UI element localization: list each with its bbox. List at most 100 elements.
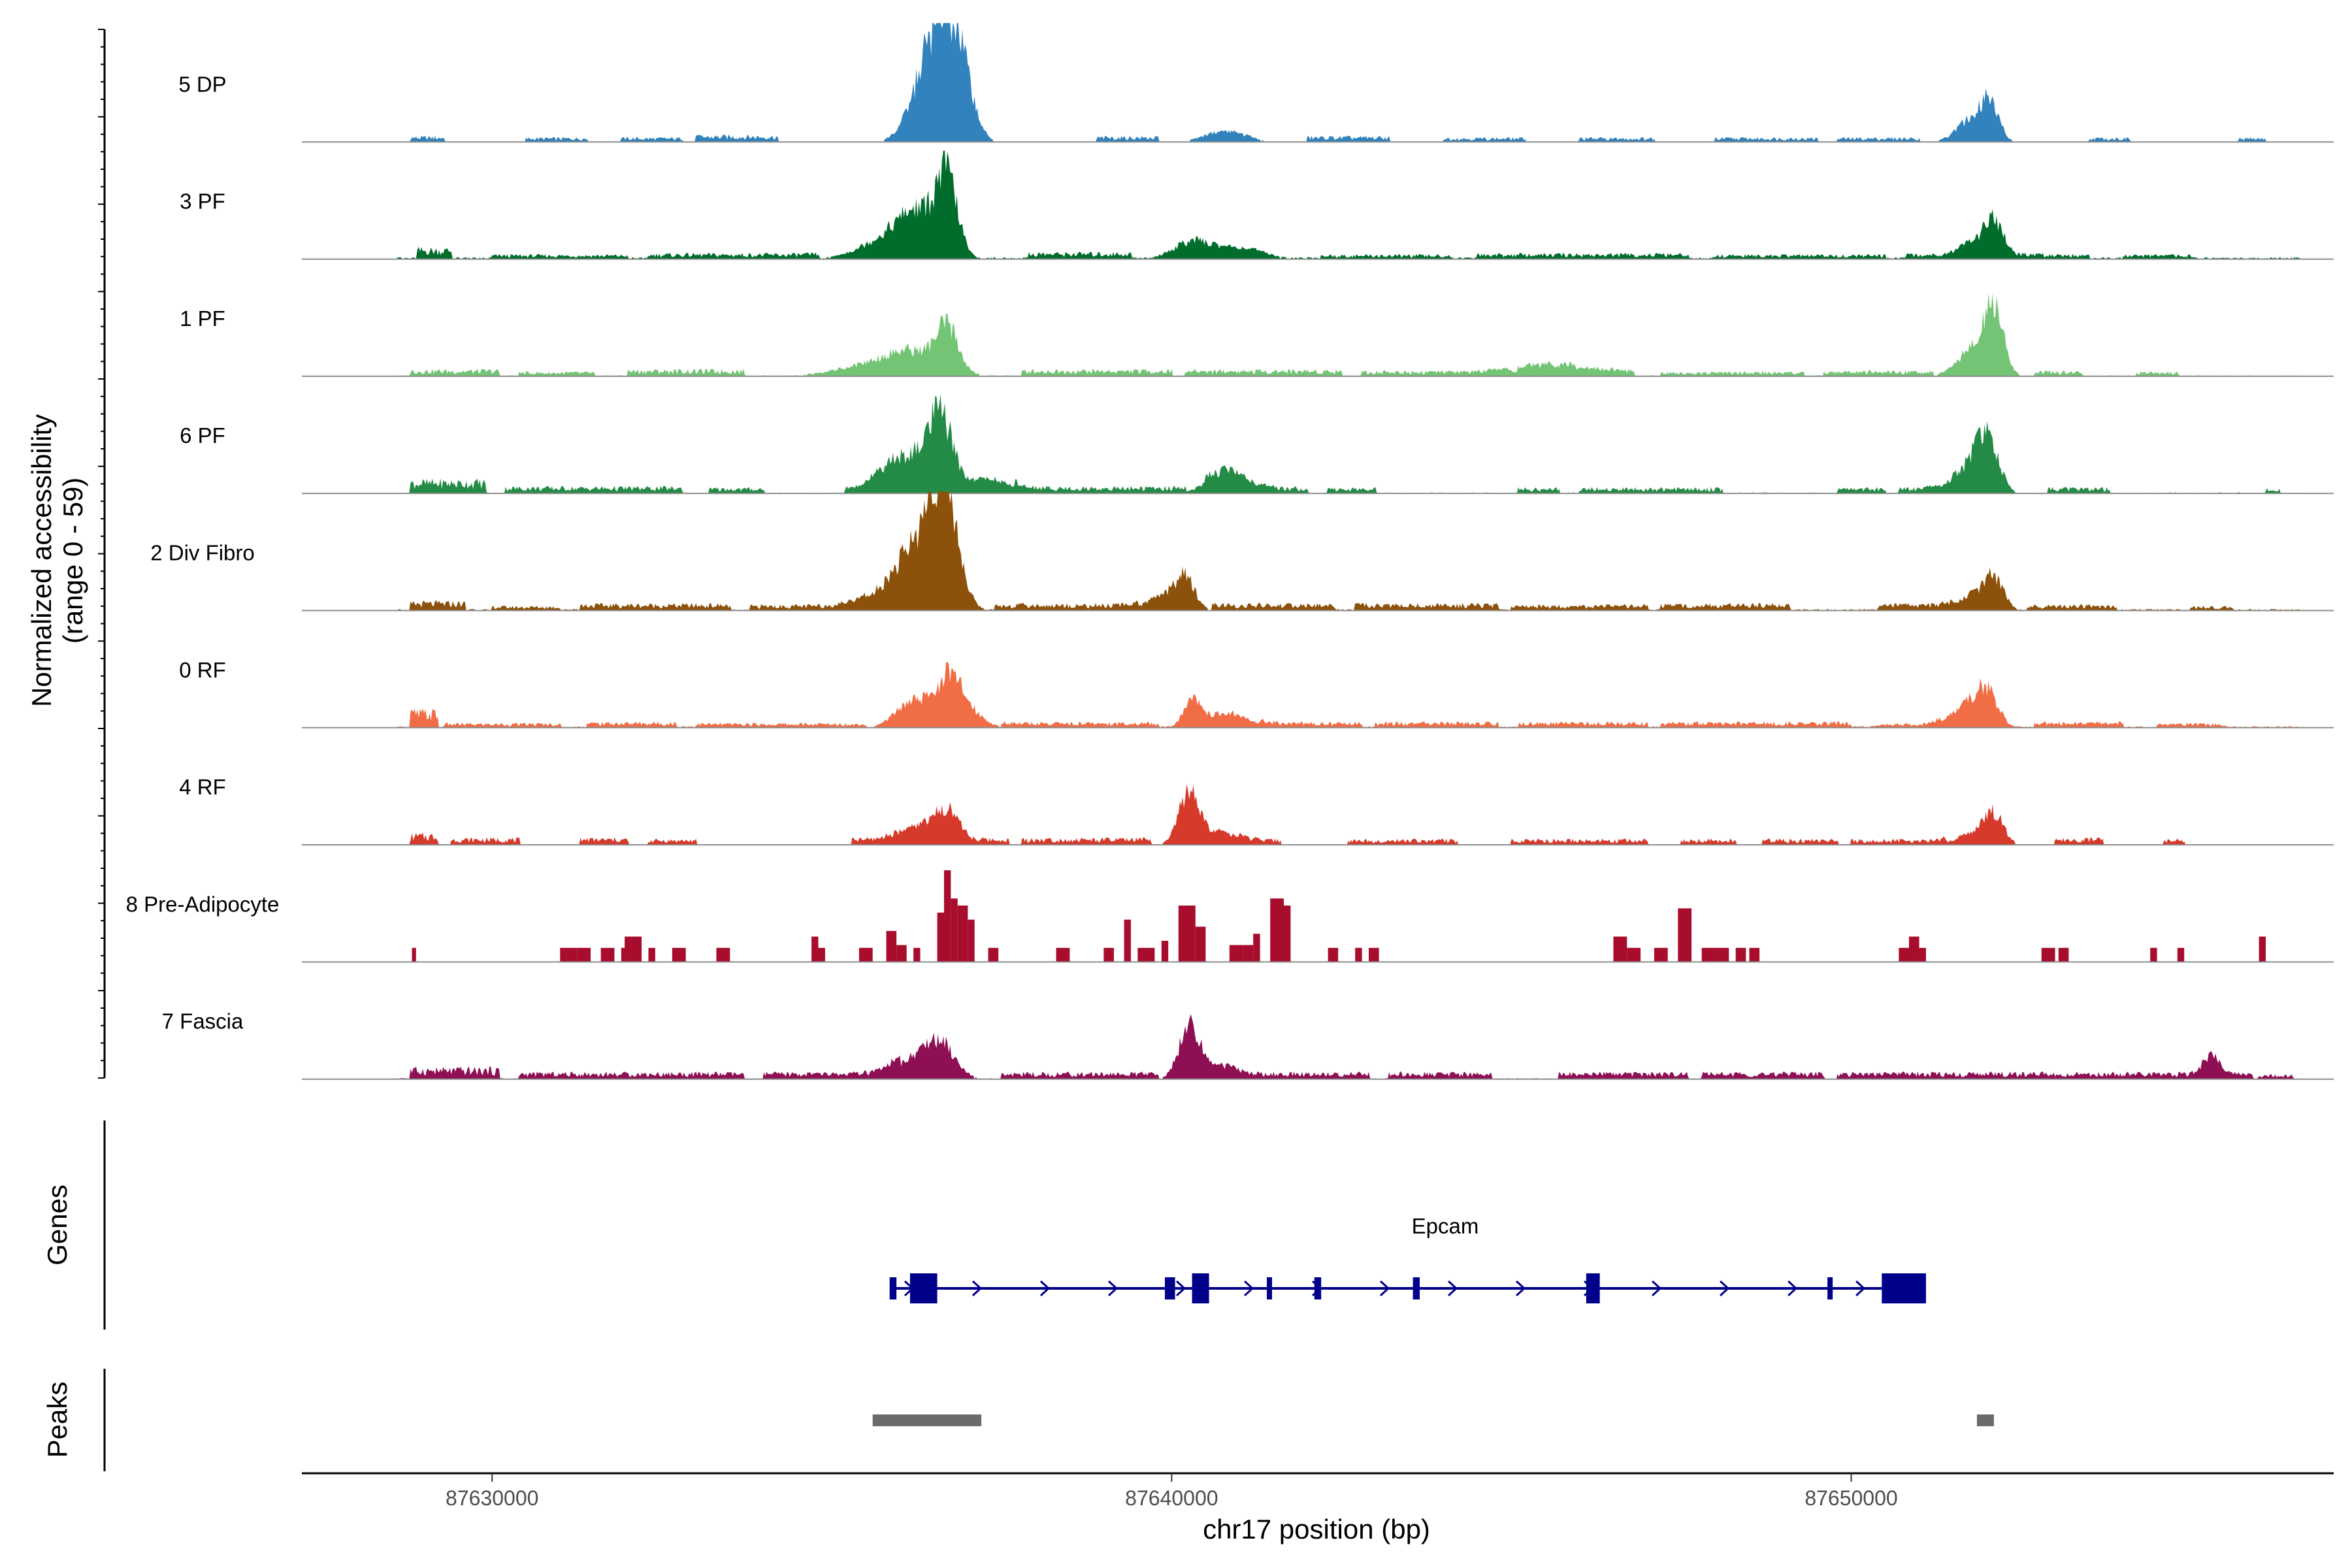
coverage-bar <box>1919 947 1926 962</box>
coverage-bar <box>1613 936 1627 962</box>
coverage-bar <box>1355 947 1362 962</box>
track-label: 1 PF <box>180 306 225 331</box>
track-4-rf: 4 RF <box>179 775 2334 846</box>
coverage-bar <box>988 947 999 962</box>
coverage-bar <box>631 936 642 962</box>
track-8-pre-adipocyte: 8 Pre-Adipocyte <box>126 870 2334 963</box>
coverage-bar <box>858 947 873 962</box>
coverage-bar <box>1369 947 1379 962</box>
y-axis-ticks <box>98 29 105 1079</box>
x-tick-label: 87640000 <box>1125 1486 1218 1510</box>
track-1-pf: 1 PF <box>180 293 2334 377</box>
gene-exon <box>1586 1273 1600 1303</box>
coverage-bar <box>1715 947 1729 962</box>
gene-exon <box>1413 1277 1420 1299</box>
strand-arrow <box>1107 1280 1119 1297</box>
track-5-dp: 5 DP <box>178 23 2334 143</box>
coverage-bar <box>1229 945 1243 962</box>
coverage-bar <box>577 947 591 962</box>
x-axis-title: chr17 position (bp) <box>1203 1514 1430 1544</box>
coverage-bar <box>957 906 968 962</box>
genes-panel-label: Genes <box>42 1184 73 1266</box>
coverage-bar <box>1749 947 1760 962</box>
gene-exon <box>909 1273 938 1303</box>
coverage-area <box>397 23 2300 142</box>
strand-arrow <box>1652 1280 1662 1297</box>
y-axis-title-line1: Normalized accessibility <box>26 414 57 707</box>
strand-arrow <box>1855 1280 1866 1297</box>
coverage-bar <box>1908 936 1919 962</box>
coverage-bar <box>2177 947 2185 962</box>
strand-arrow <box>1243 1280 1254 1297</box>
coverage-bar <box>1124 919 1131 962</box>
coverage-bar <box>896 945 907 962</box>
coverage-bar <box>1103 947 1114 962</box>
track-2-div-fibro: 2 Div Fibro <box>150 491 2334 612</box>
coverage-bar <box>1283 906 1291 962</box>
peak-region <box>872 1414 982 1426</box>
track-label: 2 Div Fibro <box>150 541 255 565</box>
coverage-bar <box>1654 947 1668 962</box>
track-label: 4 RF <box>179 775 226 799</box>
x-tick-label: 87630000 <box>446 1486 538 1510</box>
x-axis-ticks: 87630000 87640000 87650000 <box>446 1473 1898 1510</box>
gene-exon <box>1882 1273 1926 1303</box>
track-6-pf: 6 PF <box>180 393 2334 495</box>
coverage-area <box>397 1014 2300 1079</box>
coverage-bar <box>1627 947 1641 962</box>
track-3-pf: 3 PF <box>180 150 2334 260</box>
x-tick-label: 87650000 <box>1805 1486 1897 1510</box>
strand-arrow <box>1448 1280 1458 1297</box>
gene-exon <box>889 1277 897 1299</box>
coverage-bar <box>1178 906 1196 962</box>
coverage-tracks: 5 DP 3 PF 1 PF 6 PF 2 Div Fibro 0 RF 4 RF 8 Pre… <box>126 23 2334 1080</box>
coverage-bar <box>1195 926 1206 962</box>
gene-exon <box>1192 1273 1209 1303</box>
coverage-area <box>397 393 2300 494</box>
coverage-bar <box>913 947 921 962</box>
y-axis-title: Normalized accessibility (range 0 - 59) <box>26 414 88 707</box>
coverage-bar <box>1735 947 1746 962</box>
coverage-bar <box>968 919 975 962</box>
coverage-bar <box>1328 947 1339 962</box>
peak-region <box>1976 1414 1994 1426</box>
peak-regions <box>872 1414 1994 1426</box>
coverage-area <box>397 784 2300 845</box>
gene-exon <box>1164 1277 1175 1299</box>
track-label: 5 DP <box>178 72 226 96</box>
coverage-bar <box>811 936 819 962</box>
coverage-bar <box>2150 947 2157 962</box>
coverage-area <box>397 491 2300 611</box>
y-axis-title-line2: (range 0 - 59) <box>57 478 88 644</box>
coverage-bar <box>951 898 958 962</box>
coverage-bar <box>1137 947 1155 962</box>
strand-arrow <box>1788 1280 1798 1297</box>
coverage-bar <box>1678 908 1692 962</box>
coverage-bar <box>1253 934 1260 962</box>
coverage-bar <box>1056 947 1070 962</box>
peaks-panel-label: Peaks <box>42 1382 73 1458</box>
strand-arrow <box>1516 1280 1526 1297</box>
track-label: 7 Fascia <box>162 1009 244 1034</box>
track-label: 0 RF <box>179 658 226 682</box>
coverage-bar <box>1701 947 1716 962</box>
coverage-bar <box>716 947 730 962</box>
gene-annotation: Epcam <box>889 1214 1926 1303</box>
coverage-bar <box>1243 945 1254 962</box>
coverage-bar <box>625 936 632 962</box>
coverage-bar <box>2259 936 2266 962</box>
coverage-area <box>397 661 2300 728</box>
coverage-bar <box>412 947 416 962</box>
strand-arrow <box>1175 1280 1186 1297</box>
track-label: 6 PF <box>180 423 225 448</box>
coverage-bar <box>1161 941 1169 962</box>
coverage-bar <box>600 947 615 962</box>
coverage-area <box>397 150 2300 259</box>
coverage-bar <box>1270 898 1284 962</box>
coverage-bar <box>560 947 578 962</box>
gene-exon <box>1314 1277 1322 1299</box>
gene-exon <box>1827 1277 1833 1299</box>
coverage-area <box>397 293 2300 376</box>
coverage-bar <box>648 947 655 962</box>
track-label: 3 PF <box>180 189 225 214</box>
